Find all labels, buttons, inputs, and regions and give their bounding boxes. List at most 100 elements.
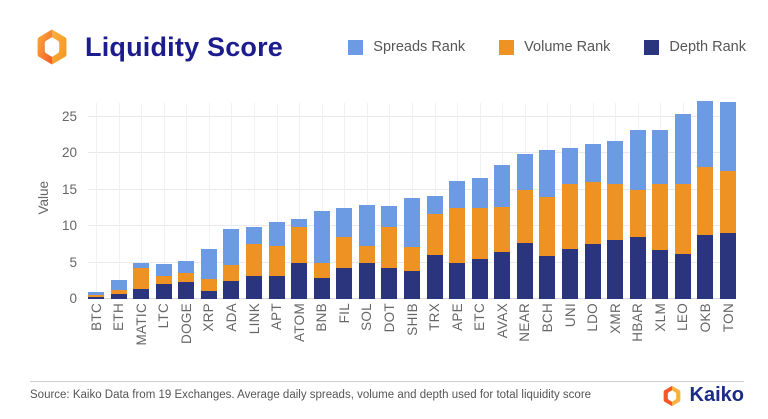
bar-matic [133,263,150,299]
gridline-x [321,103,323,299]
bar-ltc [155,263,172,299]
bar-segment-volume-rank [652,183,669,251]
bar-segment-volume-rank [629,189,646,237]
x-tick-label-leo: LEO [675,303,691,331]
gridline-x [141,103,143,299]
bar-segment-depth-rank [178,282,195,299]
bar-eth [110,280,127,299]
x-tick-label-xrp: XRP [201,303,217,332]
bar-segment-depth-rank [652,250,669,299]
x-tick-label-near: NEAR [517,303,533,342]
bar-segment-volume-rank [313,262,330,278]
plot-area: 0 5 10 15 20 25 [62,97,736,306]
bar-segment-depth-rank [155,284,172,299]
bar-trx [426,196,443,299]
bar-shib [404,198,420,299]
bar-segment-depth-rank [223,281,240,299]
bar-segment-volume-rank [268,246,285,276]
legend-item-depth-rank: Depth Rank [644,39,746,55]
bar-segment-spreads-rank [88,291,104,295]
bar-atom [291,219,308,299]
legend-label: Depth Rank [669,39,746,55]
bar-segment-spreads-rank [674,114,691,184]
brand-wordmark: Kaiko [689,384,744,406]
y-tick-label: 0 [69,291,77,306]
bar-hbar [629,129,646,299]
gridline-x [208,103,210,299]
kaiko-icon-small [663,385,680,406]
bar-segment-volume-rank [155,275,172,285]
legend-label: Volume Rank [524,39,611,55]
bar-segment-volume-rank [291,226,308,263]
x-tick-label-btc: BTC [88,303,104,331]
bar-segment-spreads-rank [607,140,624,184]
bar-fil [336,207,353,299]
bar-segment-volume-rank [381,226,398,269]
bar-segment-depth-rank [358,262,375,299]
bar-segment-depth-rank [584,243,601,299]
x-tick-label-bch: BCH [539,303,555,333]
x-tick-label-dot: DOT [381,303,397,333]
bar-segment-spreads-rank [178,261,195,273]
footer-divider [30,381,744,382]
bar-segment-spreads-rank [155,263,172,276]
bar-segment-spreads-rank [313,211,330,263]
bar-segment-depth-rank [200,290,217,299]
gridline-x [254,103,255,299]
bar-segment-depth-rank [629,236,646,299]
bar-segment-depth-rank [133,288,150,299]
bar-ada [223,228,240,299]
x-tick-label-doge: DOGE [178,303,194,344]
legend-label: Spreads Rank [373,39,466,55]
bar-segment-volume-rank [720,170,736,233]
bar-segment-depth-rank [88,296,104,299]
bar-segment-volume-rank [133,268,150,289]
source-note: Source: Kaiko Data from 19 Exchanges. Av… [30,389,592,401]
bar-uni [562,147,578,299]
bar-segment-depth-rank [404,270,420,299]
bar-segment-depth-rank [336,267,353,299]
bar-segment-volume-rank [494,207,511,252]
gridline-x [366,103,368,299]
legend-item-spreads-rank: Spreads Rank [348,39,465,55]
bar-segment-volume-rank [110,289,127,294]
bar-segment-volume-rank [562,184,578,249]
bar-link [246,226,262,299]
x-tick-label-ton: TON [720,303,736,333]
bar-segment-spreads-rank [449,181,466,209]
bar-segment-depth-rank [674,253,691,299]
bar-segment-volume-rank [607,183,624,240]
x-tick-label-sol: SOL [359,303,375,331]
bar-avax [494,165,511,299]
bar-segment-spreads-rank [110,280,127,290]
bar-segment-spreads-rank [720,101,736,171]
bar-segment-volume-rank [336,236,353,268]
gridline-x [186,103,188,299]
bar-ldo [584,144,601,299]
bar-okb [697,101,714,299]
bar-ton [720,101,736,299]
x-tick-label-etc: ETC [472,303,488,331]
bar-ape [449,181,466,299]
bar-segment-spreads-rank [426,196,443,214]
bar-segment-spreads-rank [562,147,578,185]
bar-segment-volume-rank [584,182,601,244]
x-tick-label-bnb: BNB [314,303,330,332]
bar-segment-volume-rank [539,196,556,256]
bar-segment-volume-rank [246,244,262,277]
bar-segment-depth-rank [313,277,330,299]
x-tick-label-eth: ETH [111,303,127,331]
bar-segment-spreads-rank [336,207,353,237]
bar-segment-volume-rank [200,278,217,291]
bar-segment-depth-rank [516,242,533,299]
x-tick-label-xmr: XMR [607,303,623,334]
kaiko-icon [33,28,71,66]
bar-segment-spreads-rank [291,219,308,227]
header: Liquidity Score Spreads Rank Volume Rank D… [33,24,746,70]
x-tick-label-atom: ATOM [291,303,307,342]
bar-segment-spreads-rank [200,249,217,279]
x-tick-label-xlm: XLM [652,303,668,332]
bar-segment-volume-rank [404,247,420,271]
bar-segment-depth-rank [291,262,308,299]
bar-segment-spreads-rank [629,129,646,190]
